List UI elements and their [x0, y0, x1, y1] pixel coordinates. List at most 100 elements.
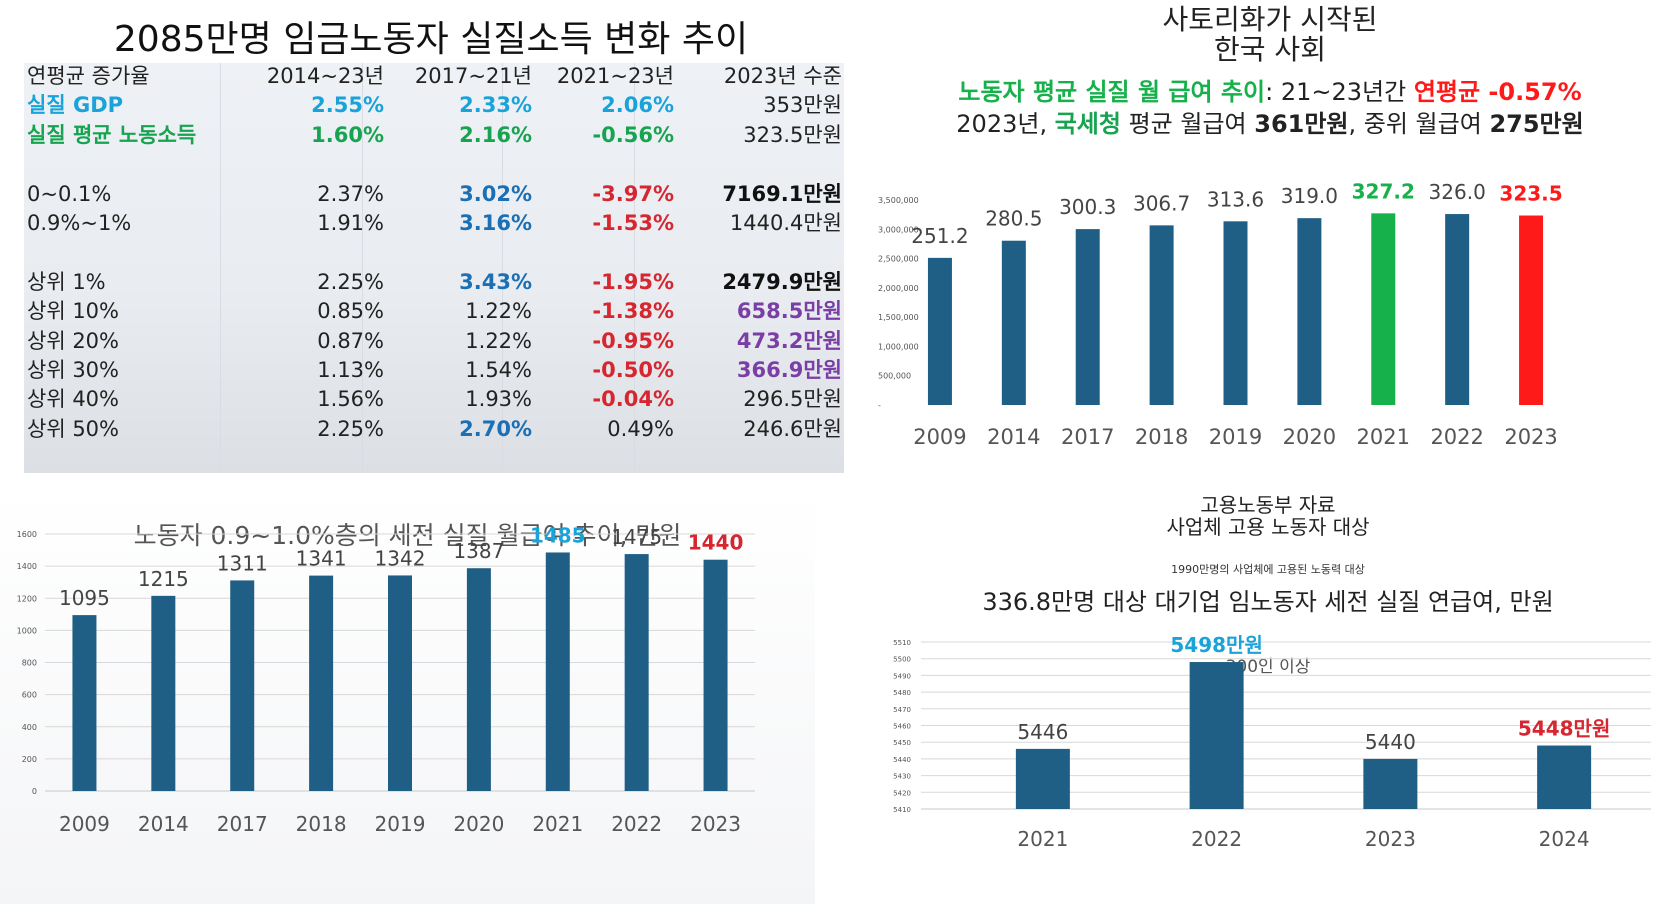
chart1-headline-2: 한국 사회	[1214, 33, 1326, 66]
table-cell: 658.5만원	[736, 299, 842, 324]
chart3-title: 336.8만명 대상 대기업 임노동자 세전 실질 연급여, 만원	[982, 588, 1554, 616]
chart1-subtitle-period: : 21~23년간	[1265, 78, 1414, 106]
x-tick-label: 2018	[296, 812, 347, 836]
chart3-note: 1990만명의 사업체에 고용된 노동력 대상	[1171, 563, 1365, 576]
table-cell: 2.33%	[459, 93, 532, 118]
bar	[1015, 748, 1070, 809]
y-tick-label: 5480	[893, 689, 911, 697]
bar	[1519, 215, 1544, 405]
y-tick-label: 5430	[893, 773, 911, 781]
y-tick-label: -	[878, 401, 881, 410]
bar	[1297, 218, 1322, 405]
table-header-cell: 2021~23년	[556, 64, 674, 88]
table-cell: 1.56%	[317, 387, 384, 412]
x-tick-label: 2019	[1209, 425, 1262, 449]
x-tick-label: 2024	[1539, 827, 1590, 851]
data-label: 327.2	[1352, 179, 1415, 203]
table-cell: 상위 1%	[27, 269, 106, 294]
table-cell: 상위 10%	[27, 299, 119, 324]
bar	[388, 575, 412, 791]
table-cell: 실질 GDP	[27, 93, 124, 118]
bar	[1149, 225, 1174, 405]
table-cell: 2.37%	[317, 181, 384, 206]
bar	[1075, 229, 1100, 405]
table-column-divider	[502, 63, 503, 473]
table-cell: 2.55%	[311, 93, 384, 118]
chart1-subtitle-topic: 노동자 평균 실질 월 급여 추이	[958, 78, 1266, 106]
y-tick-label: 2,000,000	[878, 284, 919, 293]
table-column-divider	[220, 63, 221, 473]
data-label: 5448만원	[1518, 717, 1610, 741]
avg-wage-bar-chart: 3,500,000 3,000,000 2,500,000 2,000,000 1,50…	[878, 179, 1563, 449]
y-tick-label: 500,000	[878, 372, 911, 381]
chart3-subtitle: 300인 이상	[1225, 657, 1311, 677]
x-tick-label: 2014	[987, 425, 1040, 449]
table-cell: -0.04%	[592, 387, 674, 412]
y-tick-label: 5440	[893, 756, 911, 764]
chart1-note-year: 2023년,	[956, 110, 1055, 138]
data-label: 1440	[688, 531, 744, 555]
table-row: 실질 GDP 2.55% 2.33% 2.06% 353만원	[24, 90, 844, 120]
y-tick-label: 5460	[893, 723, 911, 731]
table-row: 0~0.1% 2.37% 3.02% -3.97% 7169.1만원	[24, 179, 844, 209]
chart1-subtitle: 노동자 평균 실질 월 급여 추이: 21~23년간 연평균 -0.57%	[870, 72, 1670, 107]
table-cell: -0.50%	[592, 358, 674, 382]
table-cell: 246.6만원	[743, 416, 842, 441]
x-tick-label: 2017	[217, 812, 268, 836]
table-cell: 2.16%	[459, 122, 532, 147]
table-cell: 3.02%	[459, 181, 532, 206]
table-cell: 0.87%	[317, 328, 384, 353]
data-label: 1311	[217, 551, 268, 575]
bar	[1537, 745, 1592, 809]
y-tick-label: 1000	[17, 626, 37, 635]
bar	[545, 552, 570, 791]
data-label: 326.0	[1429, 180, 1486, 204]
table-cell: 2479.9만원	[722, 269, 842, 294]
table-cell: 3.43%	[459, 269, 532, 294]
x-tick-label: 2023	[690, 812, 741, 836]
y-tick-label: 2,500,000	[878, 255, 919, 264]
table-cell: 실질 평균 노동소득	[27, 122, 197, 147]
table-cell: 1.13%	[317, 358, 384, 382]
x-tick-label: 2009	[913, 425, 966, 449]
top1pct-wage-chart-panel: 노동자 0.9~1.0%층의 세전 실질 월급여 추이, 만원 1600 1400…	[0, 488, 815, 904]
table-cell: 2.25%	[317, 269, 384, 294]
income-growth-table: 연평균 증가율 2014~23년 2017~21년 2021~23년 2023년 수준 실…	[24, 63, 844, 473]
table-cell: -0.95%	[592, 328, 674, 353]
bar	[1223, 221, 1248, 405]
table-cell: 상위 40%	[27, 387, 119, 412]
y-tick-label: 1,000,000	[878, 342, 919, 351]
bar	[1445, 214, 1470, 405]
table-cell: 상위 20%	[27, 328, 119, 353]
table-cell: 366.9만원	[736, 358, 842, 382]
y-tick-label: 3,000,000	[878, 225, 919, 234]
table-cell: 1.54%	[465, 358, 532, 382]
x-tick-label: 2023	[1365, 827, 1416, 851]
table-title: 2085만명 임금노동자 실질소득 변화 추이	[113, 19, 749, 60]
table-row: 상위 30% 1.13% 1.54% -0.50% 366.9만원	[24, 355, 844, 385]
x-tick-label: 2020	[1283, 425, 1336, 449]
table-header-row: 연평균 증가율 2014~23년 2017~21년 2021~23년 2023년 수준	[24, 61, 844, 91]
top1pct-wage-bar-chart: 1600 1400 1200 1000 800 600 400 200 0 1095 2009 121…	[17, 523, 755, 836]
chart1-subtitle-rate: 연평균 -0.57%	[1413, 78, 1582, 106]
table-row: 상위 10% 0.85% 1.22% -1.38% 658.5만원	[24, 296, 844, 326]
y-tick-label: 5410	[893, 806, 911, 814]
y-tick-label: 5510	[893, 639, 911, 647]
x-tick-label: 2009	[59, 812, 110, 836]
table-cell: -1.53%	[592, 211, 674, 235]
chart1-note-source: 국세청	[1054, 110, 1121, 138]
x-tick-label: 2021	[532, 812, 583, 836]
y-tick-label: 3,500,000	[878, 196, 919, 205]
table-row: 상위 40% 1.56% 1.93% -0.04% 296.5만원	[24, 384, 844, 414]
table-row: 상위 1% 2.25% 3.43% -1.95% 2479.9만원	[24, 267, 844, 297]
y-tick-label: 5420	[893, 789, 911, 797]
y-tick-label: 600	[22, 691, 37, 700]
data-label: 1095	[59, 586, 110, 610]
table-cell: 296.5만원	[743, 387, 842, 412]
chart1-note-median-label: , 중위 월급여	[1348, 110, 1490, 138]
table-row: 상위 20% 0.87% 1.22% -0.95% 473.2만원	[24, 326, 844, 356]
bar	[309, 575, 334, 791]
x-tick-label: 2018	[1135, 425, 1188, 449]
table-cell: -1.38%	[592, 299, 674, 324]
table-cell: 1.22%	[465, 328, 532, 353]
